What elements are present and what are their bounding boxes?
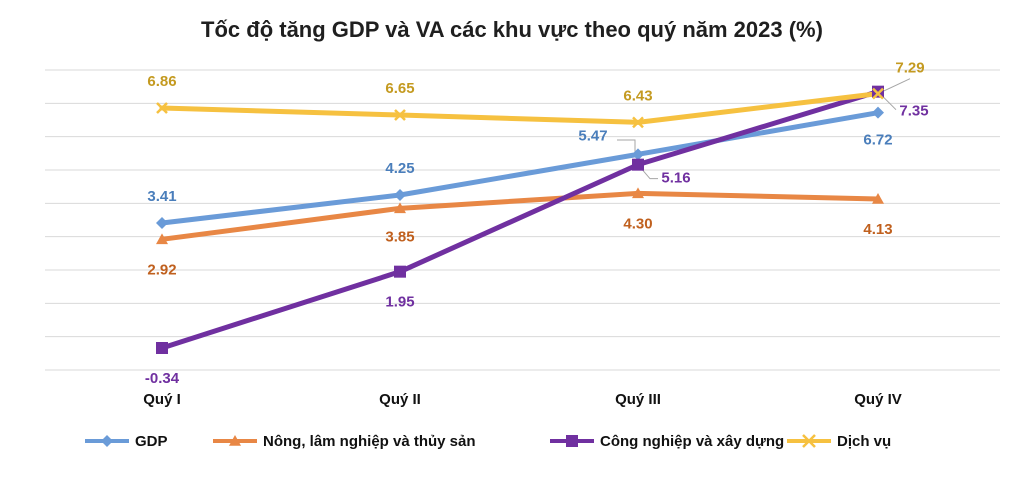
x-axis-ticks: Quý I Quý II Quý III Quý IV bbox=[143, 391, 902, 408]
marker-agriculture bbox=[632, 187, 644, 199]
data-label-services: 7.29 bbox=[895, 60, 924, 77]
marker-industry-construction bbox=[872, 85, 884, 98]
data-labels: 3.41 4.25 5.47 6.72 2.92 3.85 4.30 4.13 -0.34 1.9… bbox=[145, 60, 929, 387]
data-label-agriculture: 4.30 bbox=[623, 215, 652, 232]
marker-gdp bbox=[156, 217, 168, 229]
legend-label: GDP bbox=[135, 433, 168, 450]
series-line-agriculture bbox=[159, 190, 881, 242]
data-label-services: 6.65 bbox=[385, 80, 414, 97]
marker-agriculture bbox=[872, 193, 884, 204]
marker-services bbox=[394, 109, 406, 121]
series-line-industry-construction bbox=[159, 89, 881, 351]
x-tick-label: Quý IV bbox=[854, 391, 902, 408]
series-line-services bbox=[159, 91, 881, 125]
data-label-gdp: 4.25 bbox=[385, 160, 414, 177]
legend-label: Công nghiệp và xây dựng bbox=[600, 433, 784, 450]
marker-industry-construction bbox=[156, 342, 168, 354]
leader-line bbox=[617, 139, 636, 155]
series-markers bbox=[156, 85, 884, 354]
legend-item-agriculture[interactable]: Nông, lâm nghiệp và thủy sản bbox=[213, 433, 476, 450]
marker-industry-construction bbox=[394, 265, 406, 278]
legend-label: Nông, lâm nghiệp và thủy sản bbox=[263, 433, 476, 450]
legend-swatch-marker bbox=[101, 435, 113, 447]
series-lines bbox=[159, 89, 881, 351]
data-label-gdp: 6.72 bbox=[863, 132, 892, 149]
marker-industry-construction bbox=[632, 158, 644, 171]
x-tick-label: Quý I bbox=[143, 391, 181, 408]
marker-gdp bbox=[632, 148, 644, 161]
x-tick-label: Quý II bbox=[379, 391, 421, 408]
data-label-industry-construction: 1.95 bbox=[385, 294, 414, 311]
legend-swatch-marker bbox=[566, 435, 578, 447]
data-label-agriculture: 2.92 bbox=[147, 261, 176, 278]
legend-item-services[interactable]: Dịch vụ bbox=[787, 433, 891, 450]
marker-services bbox=[632, 116, 644, 129]
data-label-industry-construction: 5.16 bbox=[661, 170, 690, 187]
legend-swatch-marker bbox=[802, 434, 816, 448]
data-label-services: 6.86 bbox=[147, 73, 176, 90]
data-label-industry-construction: 7.35 bbox=[899, 103, 928, 120]
data-label-gdp: 3.41 bbox=[147, 188, 176, 205]
legend-swatch-marker bbox=[229, 435, 241, 446]
marker-services bbox=[156, 102, 168, 114]
marker-services bbox=[872, 87, 884, 100]
data-label-agriculture: 4.13 bbox=[863, 221, 892, 238]
x-tick-label: Quý III bbox=[615, 391, 661, 408]
legend[interactable]: GDP Nông, lâm nghiệp và thủy sản Công nghi… bbox=[85, 433, 891, 450]
chart-title: Tốc độ tăng GDP và VA các khu vực theo q… bbox=[201, 17, 823, 42]
data-label-agriculture: 3.85 bbox=[385, 228, 414, 245]
data-label-gdp: 5.47 bbox=[578, 127, 607, 144]
marker-gdp bbox=[394, 189, 406, 201]
legend-item-industry-construction[interactable]: Công nghiệp và xây dựng bbox=[550, 433, 784, 450]
data-label-services: 6.43 bbox=[623, 87, 652, 104]
marker-agriculture bbox=[394, 202, 406, 214]
legend-item-gdp[interactable]: GDP bbox=[85, 433, 168, 450]
series-line-gdp bbox=[159, 110, 881, 226]
marker-gdp bbox=[872, 106, 884, 119]
legend-label: Dịch vụ bbox=[837, 433, 891, 450]
data-label-industry-construction: -0.34 bbox=[145, 370, 180, 387]
marker-agriculture bbox=[156, 233, 168, 245]
